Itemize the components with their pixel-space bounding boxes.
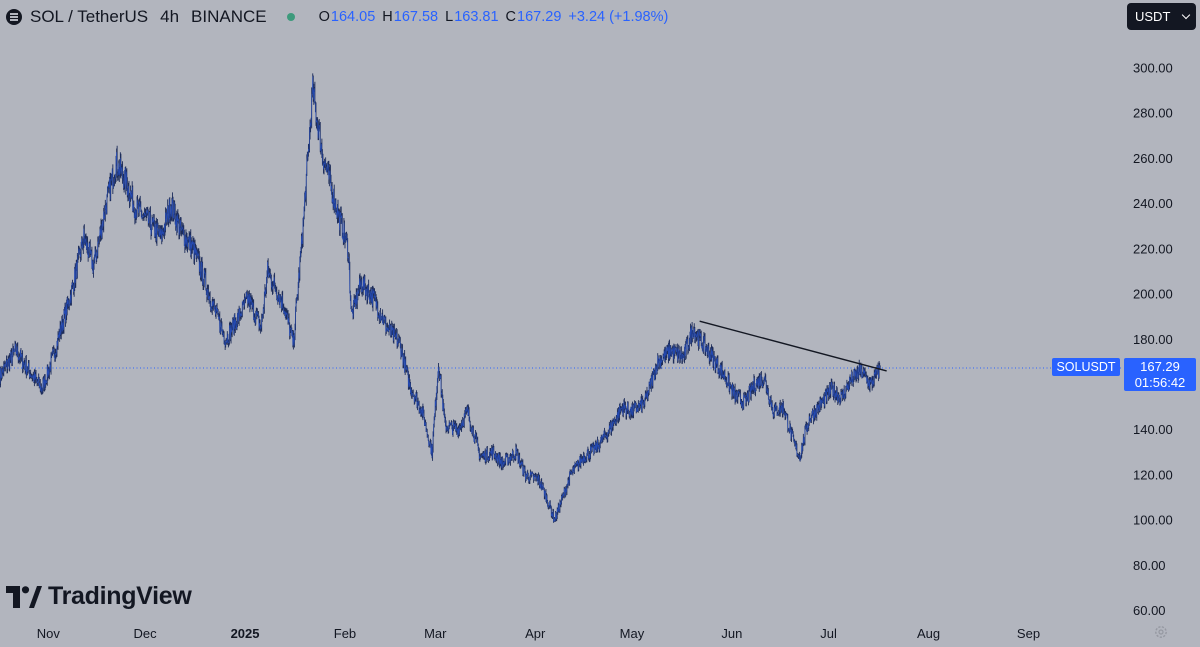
solana-icon (6, 9, 22, 25)
x-tick-label: Apr (525, 626, 546, 641)
y-tick-label: 80.00 (1133, 558, 1166, 573)
chevron-down-icon (1181, 10, 1191, 20)
high-label: H (382, 9, 393, 25)
y-tick-label: 220.00 (1133, 241, 1173, 256)
high-value: 167.58 (393, 9, 439, 25)
low-label: L (445, 9, 454, 25)
gear-icon[interactable] (1154, 625, 1168, 639)
low-value: 163.81 (454, 9, 499, 25)
x-tick-label: Jun (721, 626, 742, 641)
close-label: C (505, 9, 517, 25)
y-tick-label: 100.00 (1133, 513, 1173, 528)
last-price-tag: 167.29 01:56:42 (1124, 358, 1196, 391)
price-candles (0, 73, 881, 523)
x-tick-label: May (620, 626, 645, 641)
bar-countdown: 01:56:42 (1134, 375, 1186, 390)
exchange-label: BINANCE (191, 7, 267, 26)
price-close-line (0, 76, 881, 522)
ohlc-values: O 164.05 H 167.58 L 163.81 C 167.29 +3.24 (+… (319, 9, 669, 25)
y-tick-label: 140.00 (1133, 422, 1173, 437)
open-label: O (318, 9, 330, 25)
x-tick-label: Jul (820, 626, 837, 641)
y-tick-label: 200.00 (1133, 287, 1173, 302)
x-tick-label: Sep (1017, 626, 1040, 641)
currency-select-button[interactable]: USDT (1127, 3, 1196, 30)
change-value: +3.24 (+1.98%) (568, 9, 669, 25)
y-tick-label: 260.00 (1133, 151, 1173, 166)
symbol-price-label: SOLUSDT (1052, 358, 1120, 376)
tradingview-watermark[interactable]: TradingView (6, 582, 192, 611)
y-tick-label: 280.00 (1133, 106, 1173, 121)
x-tick-label: Mar (424, 626, 447, 641)
x-tick-label: Dec (134, 626, 158, 641)
x-tick-label: Nov (37, 626, 61, 641)
y-tick-label: 60.00 (1133, 603, 1166, 618)
market-status-dot (286, 13, 295, 21)
y-tick-label: 180.00 (1133, 332, 1173, 347)
x-tick-label: Feb (334, 626, 356, 641)
y-tick-label: 300.00 (1133, 60, 1173, 75)
chart-legend-header: SOL / TetherUS 4h BINANCE O 164.05 H 167.5… (6, 5, 668, 29)
trendline[interactable] (699, 320, 887, 372)
close-value: 167.29 (517, 9, 562, 25)
last-price-value: 167.29 (1140, 359, 1180, 374)
currency-label: USDT (1135, 9, 1171, 24)
x-tick-label: Aug (917, 626, 940, 641)
tradingview-logo-icon (6, 585, 42, 608)
symbol-pair[interactable]: SOL / TetherUS (30, 7, 149, 26)
tradingview-wordmark: TradingView (48, 582, 192, 610)
y-tick-label: 120.00 (1133, 467, 1173, 482)
x-tick-label: 2025 (231, 626, 260, 641)
timeframe-label[interactable]: 4h (160, 7, 180, 26)
y-tick-label: 240.00 (1133, 196, 1173, 211)
open-value: 164.05 (330, 9, 376, 25)
